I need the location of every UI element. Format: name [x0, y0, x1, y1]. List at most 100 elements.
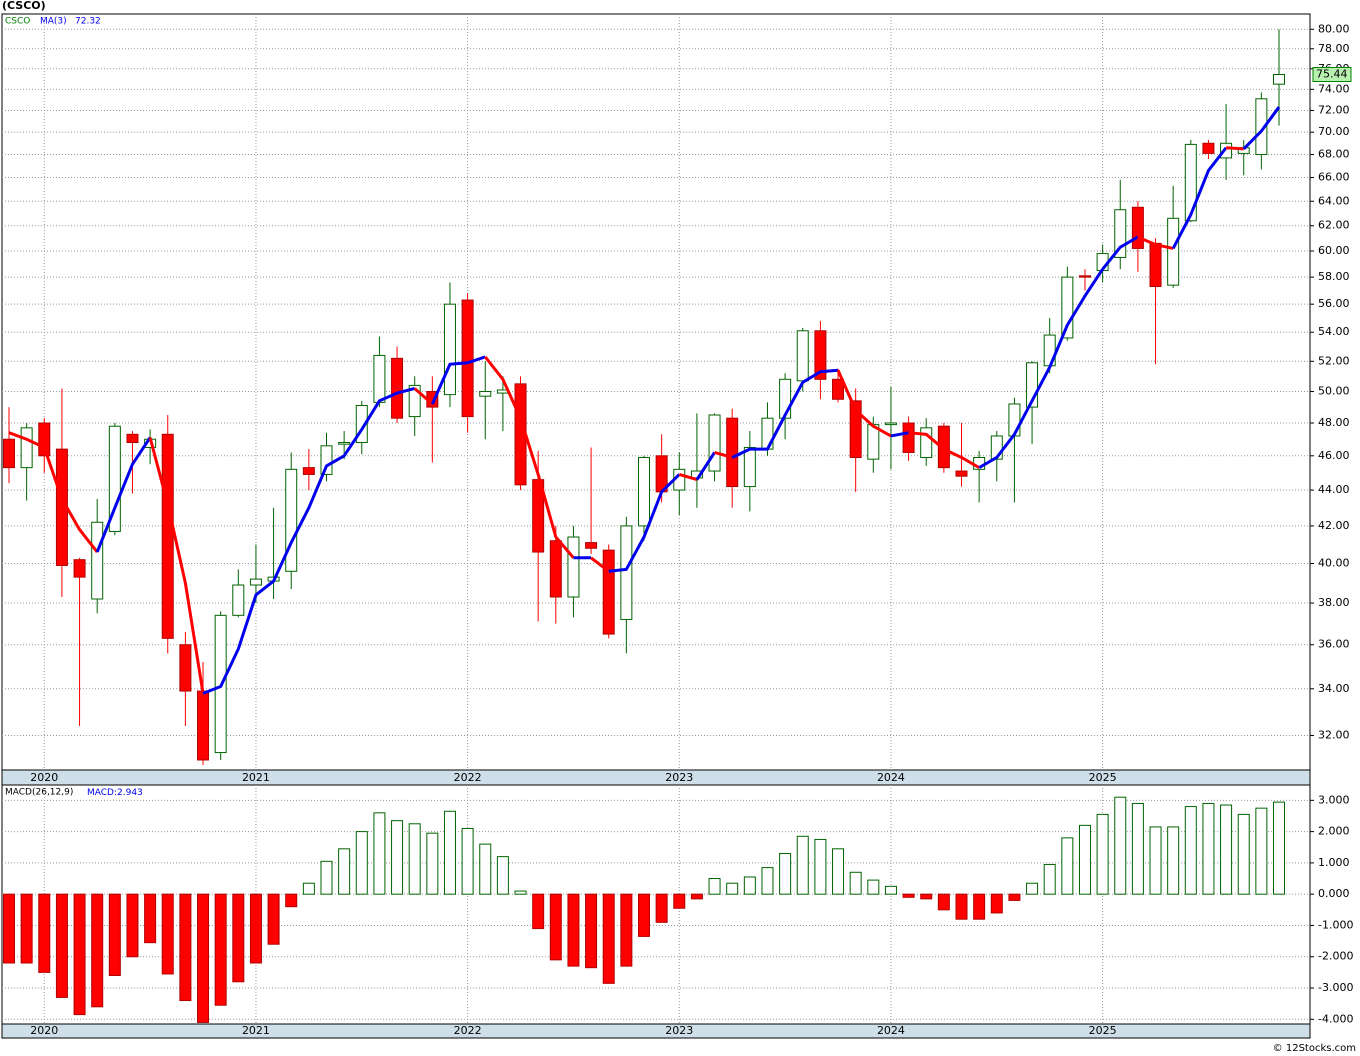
y-tick-label: 58.00: [1318, 270, 1350, 283]
y-tick-label: 60.00: [1318, 244, 1350, 257]
macd-bar: [355, 831, 368, 895]
candle-body: [1114, 209, 1127, 258]
macd-bar: [285, 893, 298, 908]
candle-body: [91, 521, 104, 600]
macd-bar: [496, 856, 509, 895]
ma-line: [1242, 106, 1281, 150]
candle-body: [1255, 98, 1268, 156]
x-tick-label: 2020: [30, 771, 58, 784]
candle-body: [920, 427, 933, 458]
candle-body: [602, 549, 615, 635]
candle-body: [1184, 143, 1197, 222]
ma-line: [484, 355, 575, 559]
candle-body: [955, 470, 968, 477]
macd-bar: [1026, 882, 1039, 895]
candle-body: [3, 438, 15, 469]
ma-line: [1137, 235, 1174, 250]
y-tick-label: 68.00: [1318, 148, 1350, 161]
chart-title: (CSCO): [2, 0, 46, 12]
macd-bar: [3, 893, 15, 964]
macd-bar: [849, 871, 862, 895]
x-tick-label: 2023: [665, 1024, 693, 1037]
candle-body: [1220, 142, 1233, 159]
y-tick-label: 36.00: [1318, 638, 1350, 651]
candle-body: [179, 644, 192, 692]
legend-ma: MA(3): [40, 17, 67, 27]
ma-line: [731, 368, 839, 459]
macd-bar: [1220, 804, 1233, 895]
y-tick-label: 50.00: [1318, 385, 1350, 398]
macd-bar: [743, 876, 756, 895]
candle-body: [479, 391, 492, 397]
y-tick-label: 34.00: [1318, 682, 1350, 695]
macd-bar: [91, 893, 104, 1008]
macd-bar: [726, 882, 739, 895]
macd-name: MACD(26,12,9): [5, 788, 73, 798]
macd-value: MACD:2.943: [87, 788, 143, 798]
macd-bar: [1096, 813, 1109, 895]
candle-body: [620, 525, 633, 620]
candle-body: [814, 330, 827, 380]
y-tick-label: 38.00: [1318, 596, 1350, 609]
candle-body: [796, 330, 809, 382]
ma-line: [608, 473, 681, 573]
y-tick-label: 70.00: [1318, 125, 1350, 138]
macd-bar: [690, 893, 703, 900]
macd-bar: [461, 827, 474, 895]
candle-body: [285, 468, 298, 572]
macd-bar: [602, 893, 615, 984]
macd-bar: [161, 893, 174, 975]
candle-body: [549, 540, 562, 598]
y-tick-label: 32.00: [1318, 729, 1350, 742]
macd-bar: [832, 848, 845, 895]
macd-bar: [937, 893, 950, 911]
macd-bar: [302, 882, 315, 895]
candle-body: [320, 445, 333, 475]
macd-last: 2.943: [117, 788, 143, 798]
macd-bar: [1114, 796, 1127, 895]
candle-body: [38, 422, 51, 457]
macd-bar: [391, 820, 404, 895]
y-tick-label: 52.00: [1318, 354, 1350, 367]
ma-line: [695, 451, 716, 481]
macd-bar: [761, 867, 774, 895]
macd-bar: [585, 893, 598, 969]
macd-bar: [373, 812, 386, 895]
macd-bar: [532, 893, 545, 930]
y-tick-label: 1.000: [1318, 856, 1350, 869]
y-tick-label: -4.000: [1318, 1012, 1353, 1025]
legend-ma-value: 72.32: [75, 17, 101, 27]
macd-bar: [443, 810, 456, 895]
macd-bar: [990, 893, 1003, 914]
macd-bar: [338, 848, 351, 895]
candle-body: [461, 299, 474, 418]
candle-body: [884, 422, 897, 426]
x-tick-label: 2021: [242, 1024, 270, 1037]
macd-bar: [973, 893, 986, 920]
macd-bar: [655, 893, 668, 923]
candle-body: [302, 467, 315, 475]
x-tick-label: 2023: [665, 771, 693, 784]
candle-body: [1167, 217, 1180, 286]
macd-bar: [179, 893, 192, 1002]
candle-body: [443, 303, 456, 396]
macd-bar: [108, 893, 121, 977]
legend-symbol: CSCO: [5, 17, 30, 27]
y-tick-label: -2.000: [1318, 950, 1353, 963]
macd-bar: [320, 860, 333, 895]
candle-body: [20, 427, 33, 469]
macd-bar: [1131, 802, 1144, 895]
candle-body: [708, 414, 721, 472]
candle-body: [1078, 275, 1091, 278]
macd-bar: [867, 879, 880, 895]
macd-bar: [620, 893, 633, 967]
macd-bar: [708, 878, 721, 895]
macd-bar: [955, 893, 968, 920]
macd-bar: [144, 893, 157, 944]
macd-bar: [1167, 826, 1180, 895]
macd-bar: [38, 893, 51, 973]
candle-body: [249, 578, 262, 586]
price-label: 75.44: [1316, 67, 1348, 80]
